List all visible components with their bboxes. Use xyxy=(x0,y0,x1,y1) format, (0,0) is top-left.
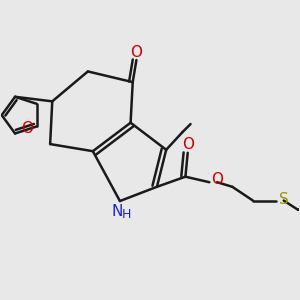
Text: O: O xyxy=(182,137,194,152)
Text: O: O xyxy=(130,45,142,60)
Text: O: O xyxy=(211,172,223,188)
Text: H: H xyxy=(122,208,131,221)
Text: N: N xyxy=(112,204,123,219)
Text: S: S xyxy=(279,192,289,207)
Text: O: O xyxy=(21,121,33,136)
